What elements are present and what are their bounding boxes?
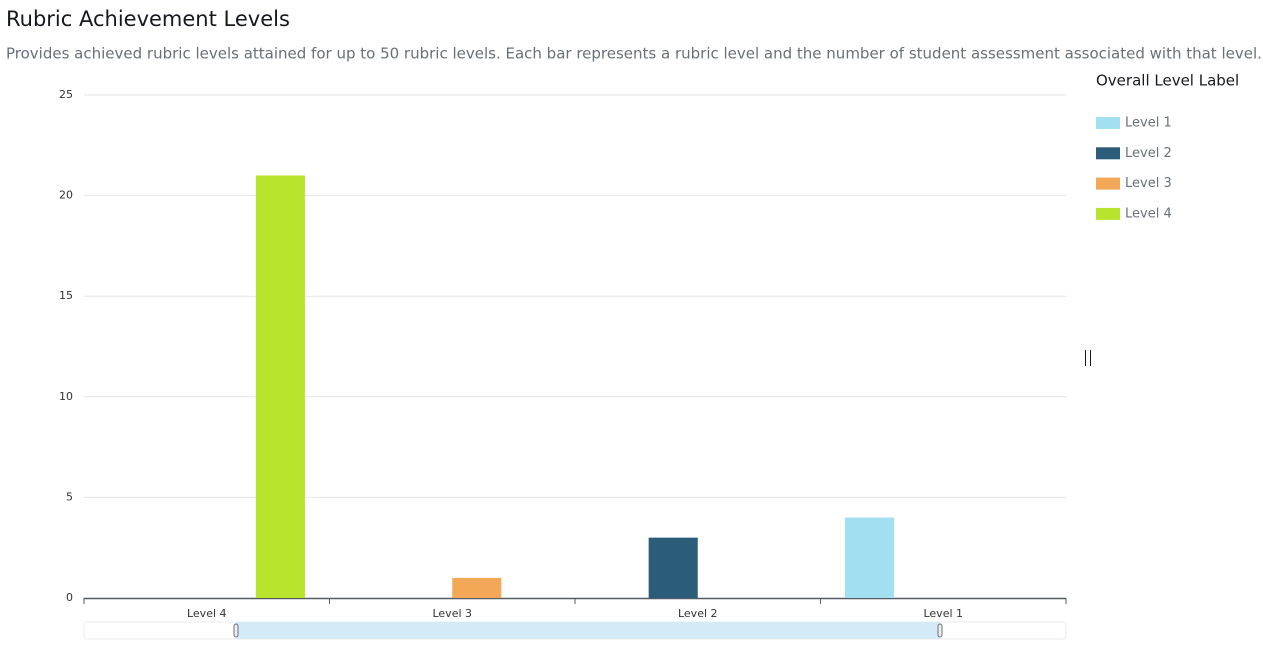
legend-label: Level 2: [1125, 146, 1172, 161]
y-tick-label: 5: [66, 490, 73, 503]
legend-label: Level 1: [1125, 116, 1172, 131]
y-tick-label: 20: [59, 189, 73, 202]
bar: [648, 537, 698, 598]
legend-label: Level 3: [1125, 176, 1172, 191]
y-tick-label: 25: [59, 88, 73, 101]
legend-label: Level 4: [1125, 206, 1172, 221]
legend-swatch: [1096, 177, 1120, 190]
x-tick-label: Level 2: [678, 607, 718, 620]
legend-swatch: [1096, 207, 1120, 220]
bar: [845, 517, 895, 598]
zoom-handle[interactable]: [233, 623, 239, 638]
zoom-handle[interactable]: [937, 623, 943, 638]
x-tick-label: Level 4: [187, 607, 227, 620]
y-tick-label: 10: [59, 390, 73, 403]
y-tick-label: 0: [66, 591, 73, 604]
legend-title: Overall Level Label: [1096, 72, 1239, 90]
bar: [255, 175, 305, 599]
chart-title: Rubric Achievement Levels: [6, 7, 290, 31]
legend-swatch: [1096, 147, 1120, 160]
x-tick-label: Level 1: [923, 607, 963, 620]
x-tick-label: Level 3: [432, 607, 472, 620]
legend-swatch: [1096, 117, 1120, 129]
chart-subtitle: Provides achieved rubric levels attained…: [6, 45, 1262, 63]
zoom-window[interactable]: [236, 622, 940, 639]
bar: [452, 577, 502, 598]
y-tick-label: 15: [59, 289, 73, 302]
